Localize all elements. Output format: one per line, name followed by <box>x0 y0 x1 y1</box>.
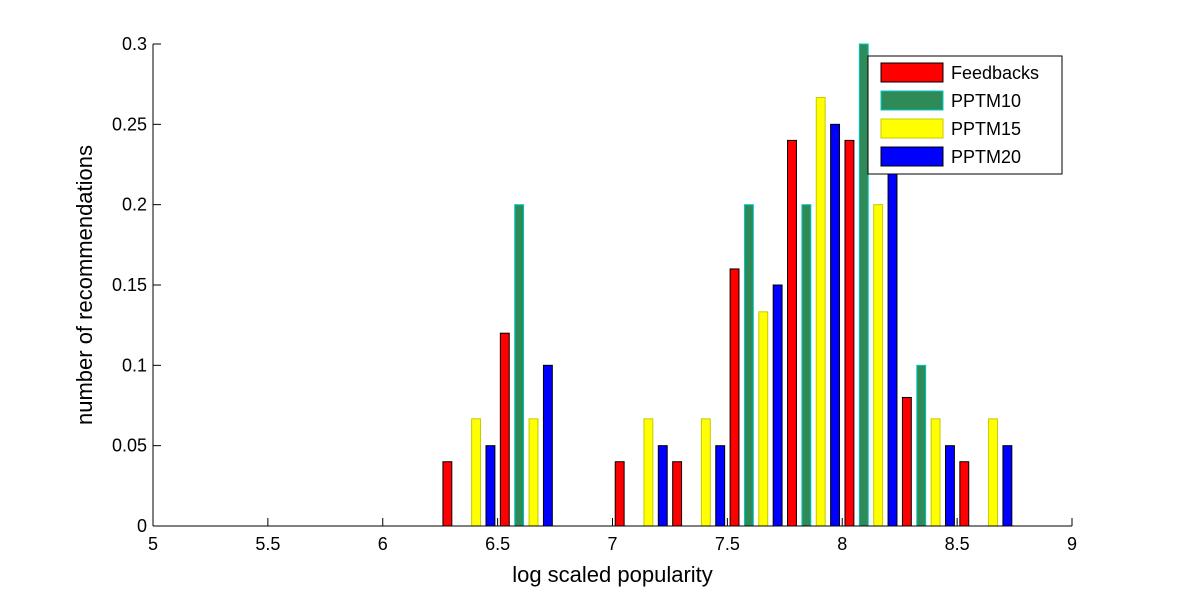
bar-feedbacks-8 <box>614 461 625 527</box>
bar-pptm10-12 <box>858 43 869 527</box>
bar-pptm15-10 <box>758 311 769 527</box>
y-tick-label: 0.1 <box>122 355 147 375</box>
axes-group: 5 5.5 6 6.5 7 7.5 8 8.5 9 0 0.05 0.1 0.15 0.2 0.25 0.3 <box>112 34 1077 554</box>
bar-feedbacks-13 <box>901 396 912 527</box>
y-tick-label: 0.2 <box>122 195 147 215</box>
legend-swatch-pptm20 <box>880 146 944 167</box>
bar-pptm15-14 <box>988 418 998 527</box>
x-axis-label: log scaled popularity <box>512 562 713 587</box>
bar-pptm10-6 <box>514 204 525 527</box>
legend-label-pptm10: PPTM10 <box>951 91 1021 111</box>
x-tick-label: 8 <box>837 534 847 554</box>
x-tick-label: 6.5 <box>485 534 510 554</box>
bar-pptm15-5 <box>471 418 482 527</box>
x-tick-label: 8.5 <box>945 534 970 554</box>
bar-pptm15-6 <box>528 418 539 527</box>
y-tick-label: 0.3 <box>122 34 147 54</box>
bar-feedbacks-14 <box>959 461 970 527</box>
y-tick-label: 0.05 <box>112 436 147 456</box>
bar-pptm15-12 <box>873 204 884 527</box>
legend-swatch-pptm15 <box>880 118 944 139</box>
legend-label-pptm15: PPTM15 <box>951 119 1021 139</box>
bar-pptm10-13 <box>916 364 927 527</box>
bar-pptm15-11 <box>815 97 826 527</box>
bar-pptm20-10 <box>772 284 783 527</box>
legend-swatch-feedbacks <box>880 62 944 83</box>
bar-pptm20-5 <box>485 445 496 527</box>
x-tick-label: 5.5 <box>255 534 280 554</box>
bar-feedbacks-10 <box>729 268 740 527</box>
bar-pptm20-11 <box>830 123 841 527</box>
bar-pptm20-8 <box>657 445 668 527</box>
bar-feedbacks-9 <box>672 461 683 527</box>
x-tick-label: 7 <box>607 534 617 554</box>
bar-pptm15-9 <box>700 418 711 527</box>
x-tick-label: 9 <box>1067 534 1077 554</box>
bar-pptm20-13 <box>944 445 955 527</box>
x-tick-label: 5 <box>148 534 158 554</box>
legend-label-feedbacks: Feedbacks <box>951 63 1039 83</box>
bar-feedbacks-5 <box>442 461 453 527</box>
bar-pptm10-10 <box>743 204 754 527</box>
legend: Feedbacks PPTM10 PPTM15 PPTM20 <box>867 55 1063 175</box>
bar-pptm20-6 <box>542 364 553 527</box>
bar-feedbacks-11 <box>787 139 797 527</box>
y-axis-label: number of recommendations <box>72 145 97 425</box>
bar-pptm20-12 <box>887 123 898 527</box>
x-tick-label: 7.5 <box>715 534 740 554</box>
bar-feedbacks-6 <box>499 332 510 527</box>
x-tick-label: 6 <box>378 534 388 554</box>
bar-pptm20-9 <box>715 445 726 527</box>
bar-pptm15-8 <box>643 418 654 527</box>
y-tick-label: 0.25 <box>112 114 147 134</box>
y-tick-label: 0.15 <box>112 275 147 295</box>
bar-feedbacks-12 <box>844 139 855 527</box>
bars-group <box>442 43 1013 527</box>
bar-pptm15-13 <box>930 418 941 527</box>
legend-swatch-pptm10 <box>880 90 944 111</box>
legend-label-pptm20: PPTM20 <box>951 147 1021 167</box>
y-tick-label: 0 <box>137 516 147 536</box>
bar-pptm20-14 <box>1002 445 1013 527</box>
bar-pptm10-11 <box>801 204 812 527</box>
